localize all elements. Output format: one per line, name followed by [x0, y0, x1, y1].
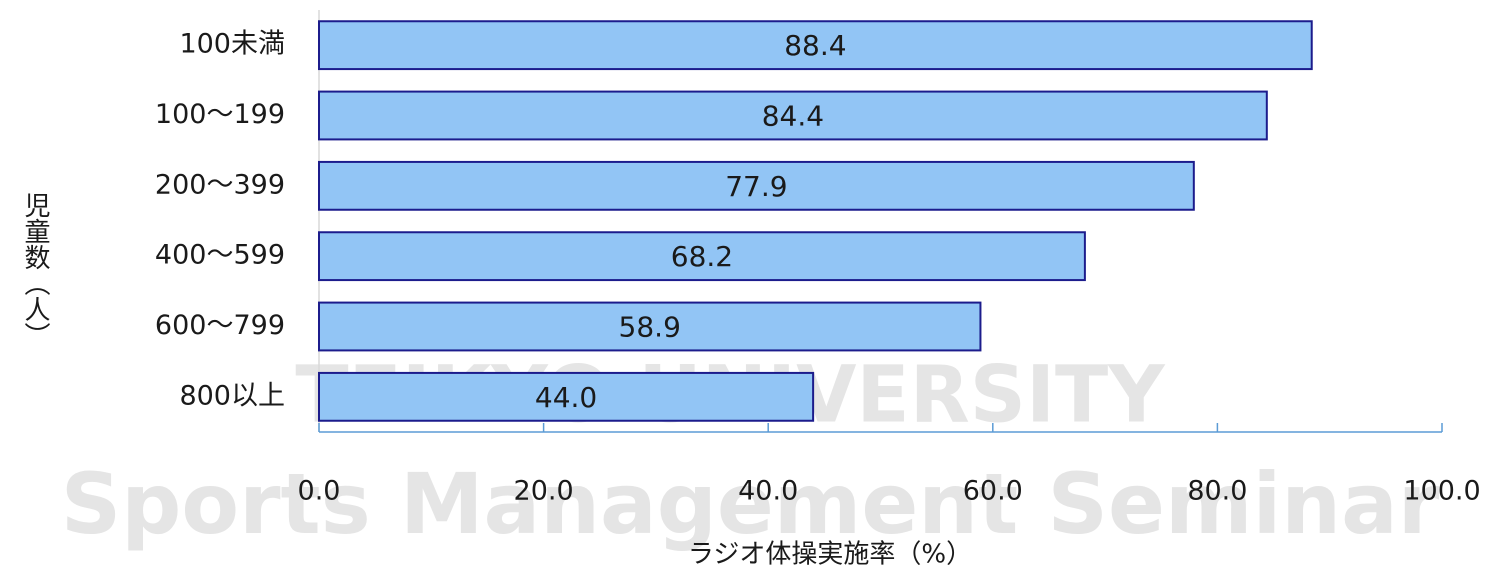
value-label: 88.4	[784, 29, 846, 62]
bar	[318, 20, 1313, 71]
bar	[318, 301, 982, 352]
y-tick-label: 100〜199	[155, 99, 285, 130]
y-tick-label: 800以上	[179, 380, 285, 411]
bar	[318, 160, 1195, 211]
value-label: 58.9	[619, 311, 681, 344]
y-tick-label: 100未満	[179, 29, 285, 60]
bar	[318, 90, 1268, 141]
bar	[318, 371, 815, 422]
value-label: 84.4	[762, 100, 824, 133]
value-label: 44.0	[535, 381, 597, 414]
x-tick-label: 40.0	[738, 476, 798, 507]
value-label: 68.2	[671, 240, 733, 273]
y-tick-label: 400〜599	[155, 240, 285, 271]
x-axis-title: ラジオ体操実施率（%）	[688, 540, 972, 570]
x-tick-label: 20.0	[514, 476, 574, 507]
x-tick-label: 80.0	[1187, 476, 1247, 507]
y-tick-label: 200〜399	[155, 169, 285, 200]
x-tick-label: 60.0	[963, 476, 1023, 507]
y-axis-title: 児童数（人）	[20, 192, 50, 348]
watermark: Sports Management Seminar	[61, 455, 1440, 553]
y-tick-label: 600〜799	[155, 310, 285, 341]
x-tick-label: 100.0	[1403, 476, 1480, 507]
bar	[318, 231, 1086, 282]
x-tick-label: 0.0	[298, 476, 341, 507]
value-label: 77.9	[725, 170, 787, 203]
